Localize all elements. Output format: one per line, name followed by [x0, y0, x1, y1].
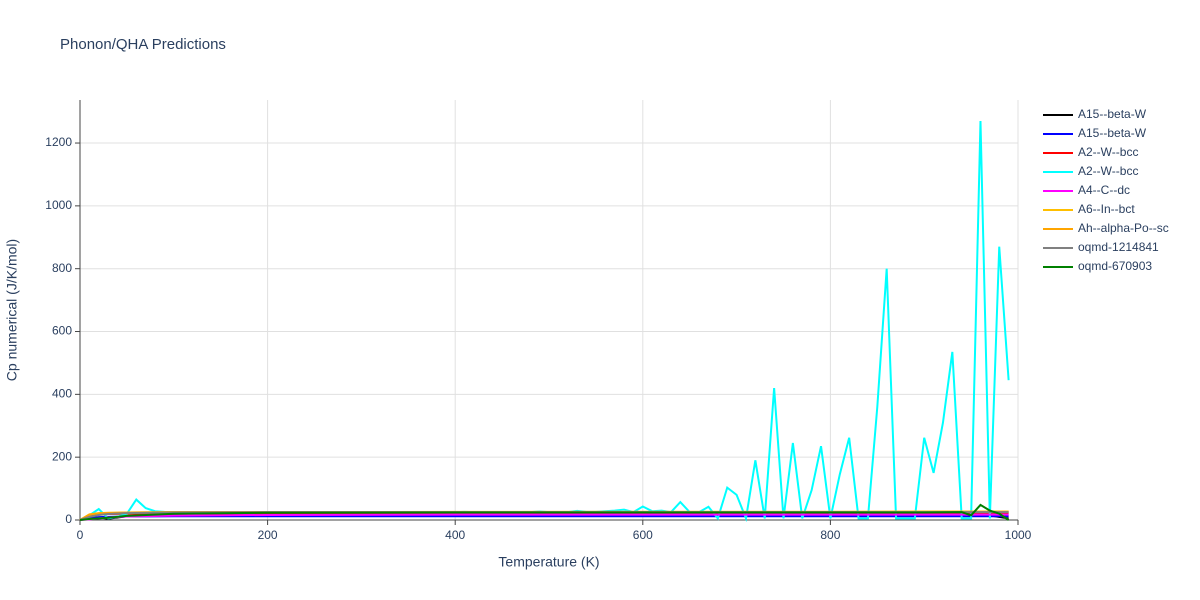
x-tick-label: 400 — [445, 528, 465, 542]
legend-label: A2--W--bcc — [1078, 164, 1138, 178]
y-tick-label: 0 — [65, 512, 72, 526]
y-axis-title: Cp numerical (J/K/mol) — [4, 239, 20, 381]
x-tick-label: 1000 — [1005, 528, 1032, 542]
legend-label: A4--C--dc — [1078, 183, 1130, 197]
series-line — [79, 503, 1010, 521]
y-tick-label: 600 — [52, 324, 72, 338]
legend-label: oqmd-670903 — [1078, 259, 1152, 273]
y-tick-label: 400 — [52, 387, 72, 401]
x-tick-label: 800 — [820, 528, 840, 542]
y-tick-label: 800 — [52, 261, 72, 275]
x-tick-label: 600 — [633, 528, 653, 542]
legend-label: oqmd-1214841 — [1078, 240, 1159, 254]
legend-label: A2--W--bcc — [1078, 145, 1138, 159]
y-tick-label: 1000 — [45, 198, 72, 212]
series-line — [79, 513, 1009, 521]
y-tick-label: 200 — [52, 449, 72, 463]
series-line — [79, 121, 1010, 523]
legend-label: A15--beta-W — [1078, 107, 1147, 121]
legend-label: Ah--alpha-Po--sc — [1078, 221, 1169, 235]
legend-label: A15--beta-W — [1078, 126, 1147, 140]
x-axis-title: Temperature (K) — [498, 554, 599, 570]
chart-title: Phonon/QHA Predictions — [60, 36, 226, 53]
legend-label: A6--In--bct — [1078, 202, 1135, 216]
x-tick-label: 200 — [258, 528, 278, 542]
y-tick-label: 1200 — [45, 135, 72, 149]
x-tick-label: 0 — [77, 528, 84, 542]
series-line — [79, 515, 1009, 521]
